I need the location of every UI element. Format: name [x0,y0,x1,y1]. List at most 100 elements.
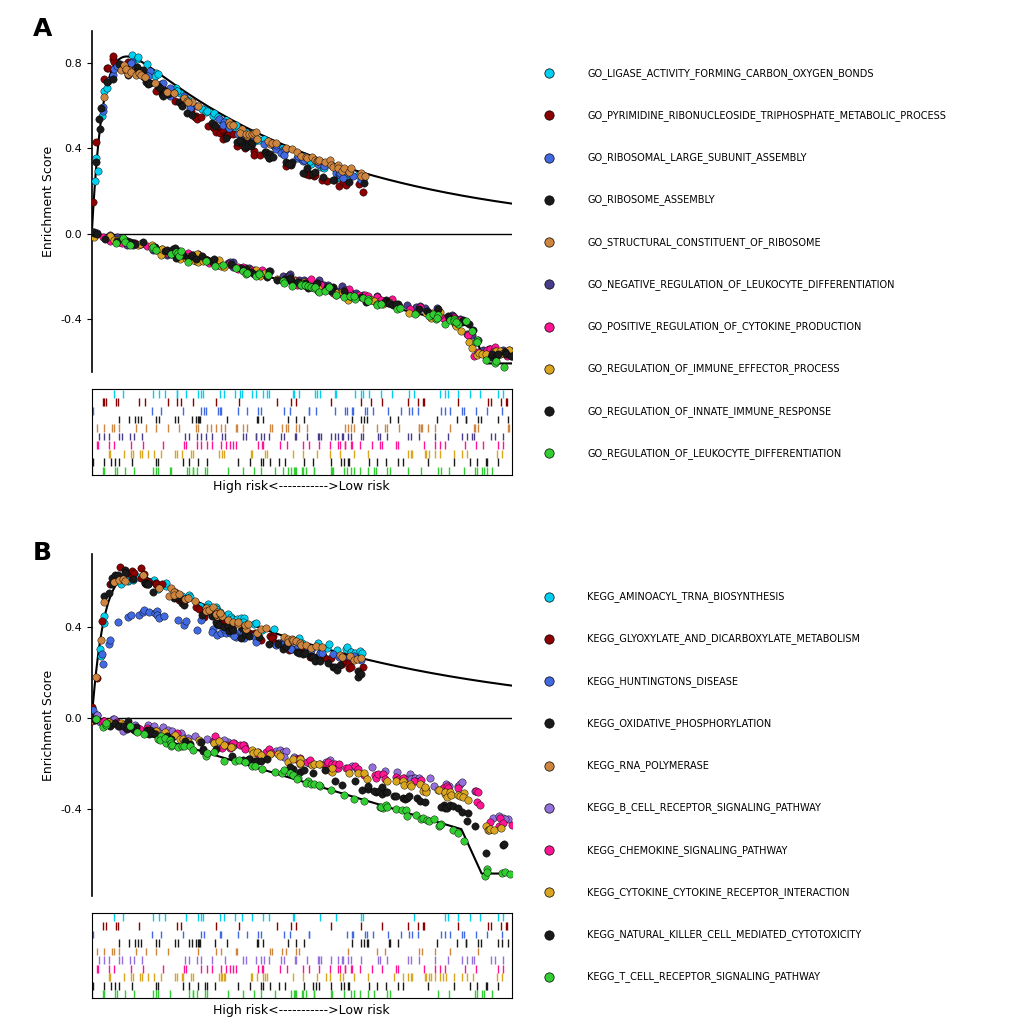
Point [99,74,115,91]
Point [171,246,187,262]
Point [345,288,362,305]
Point [233,619,250,636]
Point [468,332,484,349]
Point [491,346,507,362]
Point [276,749,292,766]
Point [249,632,265,648]
Point [296,762,312,779]
Point [232,630,249,646]
Point [436,785,452,802]
Point [228,134,245,150]
Point [137,67,153,83]
Point [293,635,310,651]
Point [167,244,183,260]
Point [269,271,285,287]
Point [215,258,231,275]
Point [199,252,215,269]
Point [345,647,362,664]
Point [297,277,313,293]
Point [106,574,122,591]
Point [153,247,169,263]
Point [350,766,366,782]
Point [201,255,217,272]
Point [190,98,206,114]
Point [328,286,344,303]
Point [326,172,342,188]
Point [352,643,368,660]
Point [95,719,111,736]
Point [124,235,141,251]
Point [101,714,117,731]
Point [408,807,424,823]
Point [479,342,495,358]
Point [87,173,103,189]
Point [327,755,343,772]
Point [387,773,404,789]
Point [126,717,143,734]
Point [118,233,135,249]
Point [342,644,359,661]
Point [150,731,166,747]
Point [208,606,224,623]
Point [430,782,446,799]
Point [495,359,512,376]
Point [467,782,483,799]
Point [89,225,105,242]
Point [314,647,330,664]
Point [191,254,207,271]
Point [494,810,511,826]
Point [324,285,340,301]
Point [124,571,141,588]
Point [191,732,207,748]
Point [330,648,346,665]
Point [451,312,468,328]
Point [147,239,163,255]
Point [311,755,327,772]
Point [85,223,101,240]
Point [222,609,238,626]
Point [165,243,181,259]
Point [133,570,150,587]
Point [467,333,483,350]
Point [172,250,189,267]
Point [247,758,263,775]
Point [234,752,251,769]
Point [343,287,360,304]
Point [87,224,103,241]
Point [200,118,216,135]
Point [342,161,359,177]
Point [291,749,308,766]
Point [449,316,466,332]
Point [406,770,422,786]
Point [540,149,556,166]
Point [540,631,556,647]
Point [487,339,503,355]
Point [246,265,262,282]
Point [356,765,372,781]
Point [268,137,284,153]
Point [171,592,187,608]
Point [292,754,309,771]
Point [220,611,236,628]
Point [324,280,340,296]
Point [173,592,190,608]
Point [291,764,308,780]
Point [452,323,469,340]
Point [432,799,448,815]
Point [154,86,170,103]
Point [168,249,184,265]
Point [335,786,352,803]
Point [220,619,236,636]
Point [174,731,191,747]
Point [357,287,373,304]
Point [431,817,447,833]
Point [274,634,290,650]
Point [401,766,418,782]
Point [409,790,425,807]
Point [194,101,210,117]
Point [193,612,209,629]
Point [248,615,264,632]
Point [215,131,231,147]
Point [85,193,101,210]
Point [257,746,273,762]
